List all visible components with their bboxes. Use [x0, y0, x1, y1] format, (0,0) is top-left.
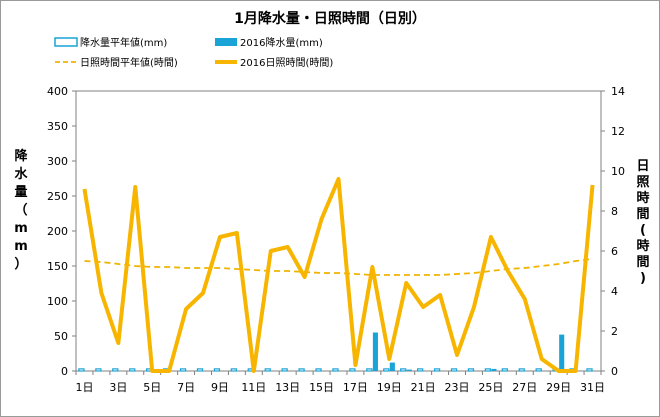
x-tick-label: 31日: [580, 381, 605, 394]
right-axis-ticks: 0 2 4 6 8 10 12 14: [601, 85, 625, 378]
bar-normal-precip: [383, 368, 390, 372]
bar-normal-precip: [450, 368, 458, 372]
x-tick-label: 15日: [309, 381, 334, 394]
bar-2016-precip: [372, 332, 378, 371]
bar-normal-precip: [484, 368, 492, 372]
x-tick-label: 25日: [478, 381, 503, 394]
x-tick-label: 9日: [211, 381, 229, 394]
bar-normal-precip: [298, 368, 305, 372]
x-tick-label: 19日: [377, 381, 402, 394]
bar-normal-precip: [535, 368, 542, 372]
x-tick-label: 23日: [445, 381, 470, 394]
bar-normal-precip: [349, 368, 356, 372]
bar-normal-precip: [179, 368, 187, 372]
legend-label-2016-precip: 2016降水量(mm): [240, 36, 323, 49]
legend: 降水量平年値(mm) 2016降水量(mm) 日照時間平年値(時間) 2016日…: [54, 36, 333, 69]
bar-normal-precip: [400, 368, 407, 372]
plot-area: [75, 90, 602, 372]
left-tick-label: 250: [47, 190, 68, 203]
bar-normal-precip: [518, 368, 525, 372]
legend-label-normal-precip: 降水量平年値(mm): [80, 36, 167, 49]
legend-swatch-normal-precip: [54, 37, 78, 47]
x-tick-label: 1日: [75, 381, 93, 394]
right-tick-label: 0: [611, 365, 618, 378]
x-tick-label: 3日: [109, 381, 127, 394]
left-tick-label: 50: [54, 330, 68, 343]
y-axis-label-right: 日照時間(時間): [636, 159, 649, 286]
bar-normal-precip: [433, 368, 441, 372]
right-tick-label: 12: [611, 125, 625, 138]
bar-2016-precip: [559, 334, 565, 371]
x-tick-label: 17日: [343, 381, 368, 394]
left-tick-label: 150: [47, 260, 68, 273]
legend-swatch-2016-precip: [215, 38, 237, 46]
bar-normal-precip: [586, 368, 593, 372]
right-tick-label: 4: [611, 285, 618, 298]
x-tick-label: 11日: [241, 381, 266, 394]
left-axis-ticks: 0 50 100 150 200 250 300 350 400: [47, 85, 76, 378]
x-tick-label: 7日: [177, 381, 195, 394]
bar-normal-precip: [467, 368, 475, 372]
bar-normal-precip: [416, 368, 424, 372]
left-tick-label: 400: [47, 85, 68, 98]
bar-normal-precip: [281, 368, 288, 372]
x-tick-label: 29日: [546, 381, 571, 394]
chart-title: 1月降水量・日照時間（日別）: [234, 10, 426, 27]
right-tick-label: 2: [611, 325, 618, 338]
bar-normal-precip: [129, 368, 136, 372]
x-tick-label: 13日: [275, 381, 300, 394]
legend-label-2016-sunshine: 2016日照時間(時間): [240, 57, 333, 69]
x-tick-label: 5日: [143, 381, 161, 394]
bar-normal-precip: [78, 368, 85, 372]
left-tick-label: 100: [47, 295, 68, 308]
legend-label-normal-sunshine: 日照時間平年値(時間): [80, 56, 178, 69]
right-tick-label: 14: [611, 85, 625, 98]
x-tick-label: 27日: [512, 381, 537, 394]
line-2016-sunshine: [82, 177, 595, 373]
left-tick-label: 0: [61, 365, 68, 378]
bar-2016-precip: [406, 369, 412, 371]
bar-normal-precip: [230, 368, 237, 372]
bar-2016-precip: [389, 362, 395, 371]
right-tick-label: 8: [611, 205, 618, 218]
left-tick-label: 350: [47, 120, 68, 133]
bar-normal-precip: [366, 368, 373, 372]
bar-normal-precip: [501, 368, 508, 372]
left-tick-label: 300: [47, 155, 68, 168]
right-tick-label: 6: [611, 245, 618, 258]
bar-normal-precip: [196, 368, 204, 372]
x-tick-label: 21日: [411, 381, 436, 394]
y-axis-label-left: 降水量（ m m）: [14, 148, 28, 272]
bar-normal-precip: [264, 368, 271, 372]
left-tick-label: 200: [47, 225, 68, 238]
bar-normal-precip: [112, 368, 119, 372]
bar-normal-precip: [332, 368, 339, 372]
sunshine-lines: [82, 177, 595, 373]
bar-2016-precip: [491, 368, 497, 371]
bar-normal-precip: [315, 368, 322, 372]
bar-normal-precip: [95, 368, 102, 372]
right-tick-label: 10: [611, 165, 625, 178]
x-axis-ticks: 1日 3日 5日 7日 9日 11日 13日 15日 17日 19日 21日 23日 25日 27日 29日…: [75, 371, 605, 394]
bar-normal-precip: [213, 368, 221, 372]
